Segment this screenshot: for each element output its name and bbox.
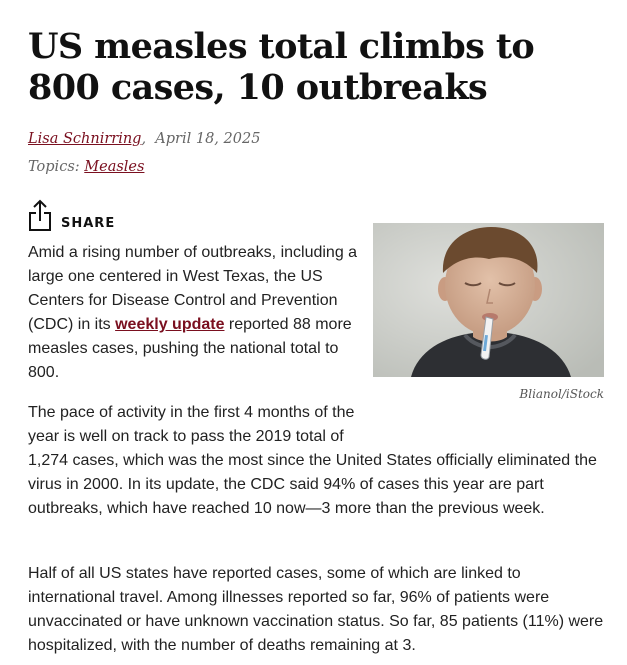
topics-line: Topics: Measles — [28, 159, 144, 175]
photo-credit: Blianol/iStock — [519, 387, 604, 401]
paragraph-2: The pace of activity in the first 4 mont… — [28, 401, 608, 521]
article-headline: US measles total climbs to 800 cases, 10… — [28, 26, 535, 108]
p1-text-before: Amid a rising number of outbreaks, inclu… — [28, 244, 358, 333]
share-button[interactable]: SHARE — [28, 199, 115, 231]
share-label: SHARE — [61, 216, 116, 231]
byline: Lisa Schnirring, April 18, 2025 — [28, 131, 260, 147]
topic-link-measles[interactable]: Measles — [84, 159, 145, 175]
byline-separator: , — [141, 131, 147, 147]
weekly-update-link[interactable]: weekly update — [115, 316, 225, 333]
p1-text-after: reported 88 more measles cases, pushing … — [28, 316, 352, 381]
boy-thermometer-photo — [373, 223, 604, 377]
topics-label: Topics: — [28, 159, 80, 175]
publish-date: April 18, 2025 — [155, 131, 261, 147]
paragraph-3: Half of all US states have reported case… — [28, 565, 604, 654]
share-icon — [28, 199, 52, 231]
p2-text: The pace of activity in the first 4 mont… — [28, 404, 597, 517]
paragraph-1: Amid a rising number of outbreaks, inclu… — [28, 241, 358, 385]
article-figure: Blianol/iStock — [373, 223, 604, 401]
author-link[interactable]: Lisa Schnirring — [28, 131, 142, 147]
